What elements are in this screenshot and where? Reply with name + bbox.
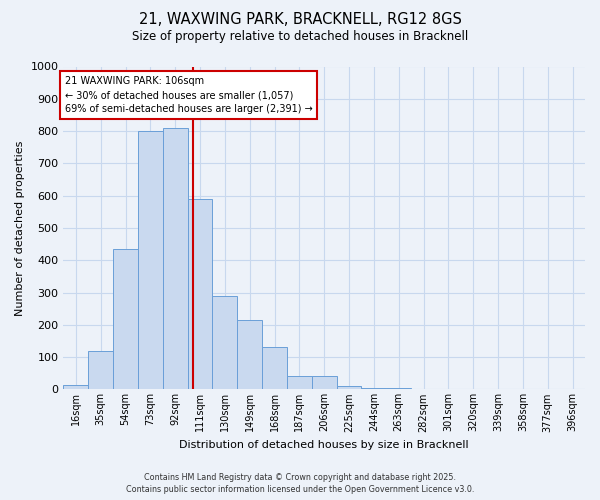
Bar	[188, 199, 212, 390]
X-axis label: Distribution of detached houses by size in Bracknell: Distribution of detached houses by size …	[179, 440, 469, 450]
Y-axis label: Number of detached properties: Number of detached properties	[15, 140, 25, 316]
Text: Contains HM Land Registry data © Crown copyright and database right 2025.
Contai: Contains HM Land Registry data © Crown c…	[126, 472, 474, 494]
Bar	[237, 320, 262, 390]
Bar	[386, 388, 411, 390]
Bar	[337, 386, 361, 390]
Text: Size of property relative to detached houses in Bracknell: Size of property relative to detached ho…	[132, 30, 468, 43]
Bar	[113, 249, 138, 390]
Bar	[88, 350, 113, 390]
Bar	[212, 296, 237, 390]
Bar	[163, 128, 188, 390]
Text: 21 WAXWING PARK: 106sqm
← 30% of detached houses are smaller (1,057)
69% of semi: 21 WAXWING PARK: 106sqm ← 30% of detache…	[65, 76, 313, 114]
Bar	[262, 348, 287, 390]
Bar	[361, 388, 386, 390]
Bar	[411, 388, 436, 390]
Bar	[287, 376, 312, 390]
Text: 21, WAXWING PARK, BRACKNELL, RG12 8GS: 21, WAXWING PARK, BRACKNELL, RG12 8GS	[139, 12, 461, 28]
Bar	[64, 384, 88, 390]
Bar	[138, 131, 163, 390]
Bar	[312, 376, 337, 390]
